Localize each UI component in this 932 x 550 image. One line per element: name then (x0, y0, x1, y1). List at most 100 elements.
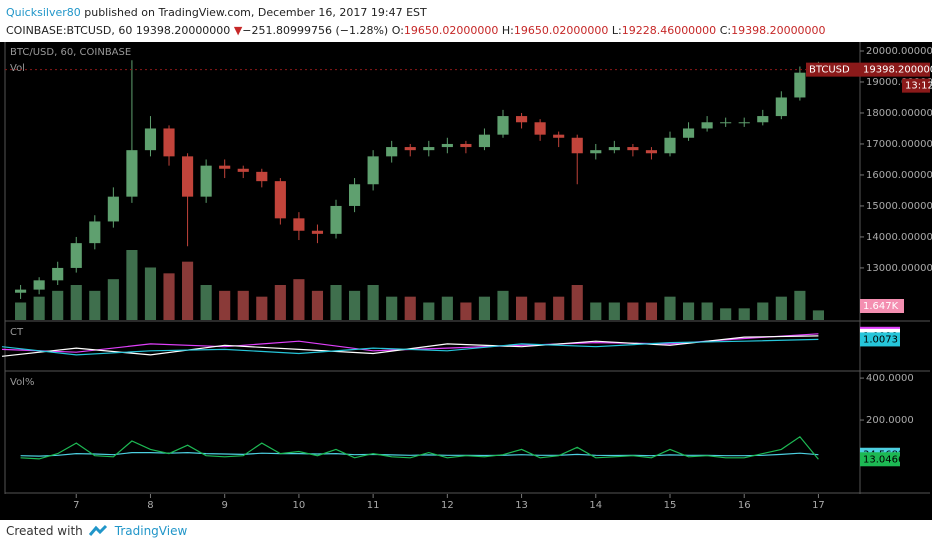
y-tick-label: 14000.00000000 (866, 232, 932, 243)
volume-bar (386, 296, 398, 320)
candle-body (219, 165, 231, 169)
h-val: 19650.02000000 (513, 24, 609, 37)
series-line (1, 335, 819, 357)
volume-bar (515, 296, 528, 320)
candle-body (330, 205, 342, 234)
volume-bar (200, 285, 212, 320)
symbol-label-box (806, 62, 860, 77)
volume-title: Vol (10, 63, 25, 74)
series-line (20, 435, 819, 460)
chart: BTC/USD, 60, COINBASE 13000.00000000 14000… (0, 42, 932, 520)
candle-body (163, 128, 175, 157)
candle-body (349, 184, 361, 206)
candle-body (367, 156, 379, 185)
logo (88, 524, 107, 536)
candle-body (89, 221, 101, 244)
volume-bar (144, 267, 157, 320)
y-tick-label: 13000.00000000 (866, 263, 932, 274)
y-tick-label: 17000.00000000 (866, 139, 932, 150)
candle-body (460, 143, 472, 148)
candle-body (701, 122, 713, 129)
candle-body (441, 143, 453, 148)
last-value-label: 13.0466 (863, 454, 904, 465)
candle-body (256, 171, 268, 182)
candle-body (52, 267, 64, 281)
l-key: L: (611, 24, 622, 37)
candle-body (311, 230, 324, 234)
y-tick-label: 19000.00000000 (866, 77, 932, 88)
volume-bar (89, 290, 101, 320)
volume-bar (15, 302, 27, 320)
c-val: 19398.20000000 (731, 24, 826, 37)
pane-title: BTC/USD, 60, COINBASE (10, 47, 131, 58)
brand[interactable]: TradingView (114, 524, 188, 538)
last-price-label-box (860, 62, 930, 77)
candle-body (423, 147, 435, 151)
volume-bar (107, 279, 119, 320)
o-key: O: (391, 24, 404, 37)
volume-bar (775, 296, 787, 320)
candle-body (126, 150, 138, 197)
volume-bar (571, 285, 583, 320)
candle-body (404, 147, 416, 151)
volume-bar (497, 290, 509, 320)
candle-body (293, 218, 305, 231)
volume-bar (163, 273, 175, 320)
change: −251.80999756 (−1.28%) (242, 24, 389, 37)
candle-body (794, 72, 806, 98)
candle-body (775, 97, 787, 117)
candle-body (144, 128, 157, 151)
y-tick-label: 15000.00000000 (866, 201, 932, 212)
volume-bar (534, 302, 546, 320)
y-tick-label: 400.0000 (866, 373, 914, 384)
candle-body (15, 289, 27, 293)
candle-body (70, 243, 82, 268)
created: Created with (6, 524, 83, 538)
arrow: ▼ (233, 24, 243, 37)
x-tick-label: 11 (367, 500, 380, 511)
volume-bar (404, 296, 416, 320)
footer: Created with TradingView (6, 524, 187, 538)
countdown-box (902, 78, 930, 93)
volume-bar (720, 308, 732, 320)
header-line: COINBASE:BTCUSD, 60 19398.20000000 ▼−251… (6, 22, 826, 40)
price: 19398.20000000 (135, 24, 231, 37)
volume-bar (237, 290, 249, 320)
volume-bar (553, 296, 565, 320)
x-tick-label: 12 (441, 500, 454, 511)
author[interactable]: Quicksilver80 (6, 6, 81, 19)
volume-bar (423, 302, 435, 320)
volume-bar (182, 261, 194, 320)
candle-body (664, 137, 676, 154)
x-tick-label: 9 (222, 500, 228, 511)
candle-body (33, 280, 45, 290)
y-tick-label: 200.0000 (866, 415, 914, 426)
volume-bar (311, 290, 324, 320)
volume-bar (478, 296, 491, 320)
volume-bar (330, 285, 342, 320)
candle-body (682, 128, 695, 138)
candle-body (478, 134, 491, 148)
candle-body (571, 137, 583, 154)
last-value-label-box (860, 452, 900, 467)
candle-body (720, 122, 732, 124)
y-tick-label: 18000.00000000 (866, 108, 932, 119)
candle-body (182, 156, 194, 197)
candle-body (237, 168, 249, 172)
y-tick-label: 20000.00000000 (866, 46, 932, 57)
last-price-label: 19398.20000000 (863, 65, 932, 76)
countdown: 13:12 (905, 81, 932, 92)
volume-bar (293, 279, 305, 320)
candle-body (107, 196, 119, 222)
candle-body (515, 116, 528, 123)
volume-bar (460, 302, 472, 320)
volume-bar (682, 302, 695, 320)
volume-bar (441, 296, 453, 320)
volume-bar (219, 290, 231, 320)
published: published on TradingView.com, December 1… (80, 6, 427, 19)
volume-bar (645, 302, 658, 320)
header-line: Quicksilver80 published on TradingView.c… (6, 4, 826, 22)
volume-bar (757, 302, 769, 320)
